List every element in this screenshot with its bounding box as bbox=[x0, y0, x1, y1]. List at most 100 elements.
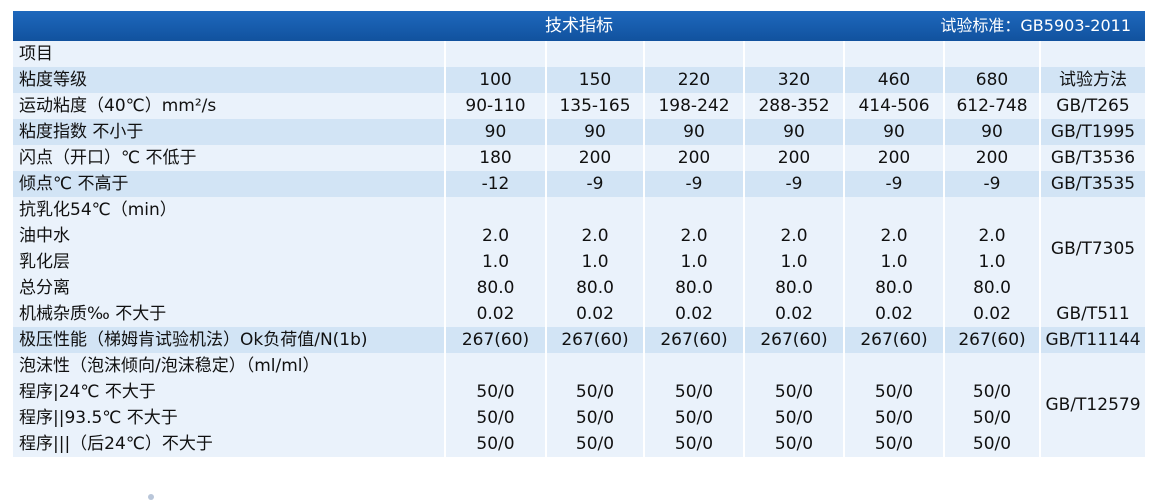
spec-table-body: 项目 粘度等级 100 150 220 320 460 680 试验方法 运动粘度（40℃）mm²… bbox=[13, 41, 1145, 457]
value-cell: 267(60) bbox=[843, 327, 944, 353]
empty-cell bbox=[545, 353, 644, 379]
row-label: 极压性能（梯姆肯试验机法）Ok负荷值/N(1b) bbox=[13, 327, 445, 353]
sub-label: 程序|||（后24℃）不大于 bbox=[13, 431, 445, 457]
demulsibility-sub-row: 总分离 80.0 80.0 80.0 80.0 80.0 80.0 bbox=[13, 275, 1145, 301]
value-cell: 0.02 bbox=[545, 301, 644, 327]
empty-cell bbox=[743, 197, 844, 223]
value-cell: 90-110 bbox=[444, 93, 546, 119]
value-cell: 90 bbox=[843, 119, 944, 145]
table-row: 粘度指数 不小于 90 90 90 90 90 90 GB/T1995 bbox=[13, 119, 1145, 145]
value-cell: 50/0 bbox=[643, 379, 744, 405]
value-cell: 220 bbox=[643, 67, 744, 93]
value-cell: 0.02 bbox=[943, 301, 1040, 327]
empty-cell bbox=[643, 353, 744, 379]
empty-cell bbox=[1039, 41, 1145, 67]
demulsibility-header-row: 抗乳化54℃（min） GB/T7305 bbox=[13, 197, 1145, 301]
empty-cell bbox=[943, 197, 1040, 223]
sub-label: 程序||93.5℃ 不大于 bbox=[13, 405, 445, 431]
value-cell: 50/0 bbox=[743, 431, 844, 457]
sub-label: 总分离 bbox=[13, 275, 445, 301]
value-cell: 1.0 bbox=[943, 249, 1040, 275]
value-cell: 267(60) bbox=[444, 327, 546, 353]
value-cell: 267(60) bbox=[743, 327, 844, 353]
demulsibility-sub-row: 油中水 2.0 2.0 2.0 2.0 2.0 2.0 bbox=[13, 223, 1145, 249]
value-cell: 1.0 bbox=[843, 249, 944, 275]
table-header-bar: 技术指标 试验标准：GB5903-2011 bbox=[13, 11, 1145, 41]
value-cell: 80.0 bbox=[444, 275, 546, 301]
row-label: 闪点（开口）℃ 不低于 bbox=[13, 145, 445, 171]
value-cell: 50/0 bbox=[743, 379, 844, 405]
extreme-pressure-row: 极压性能（梯姆肯试验机法）Ok负荷值/N(1b) 267(60) 267(60) 26… bbox=[13, 327, 1145, 353]
value-cell: -9 bbox=[843, 171, 944, 197]
value-cell: 2.0 bbox=[545, 223, 644, 249]
value-cell: 680 bbox=[943, 67, 1040, 93]
item-row: 项目 bbox=[13, 41, 1145, 67]
value-cell: 50/0 bbox=[444, 379, 546, 405]
value-cell: 180 bbox=[444, 145, 546, 171]
value-cell: 267(60) bbox=[943, 327, 1040, 353]
value-cell: 200 bbox=[643, 145, 744, 171]
empty-cell bbox=[943, 41, 1040, 67]
value-cell: 80.0 bbox=[743, 275, 844, 301]
value-cell: 100 bbox=[444, 67, 546, 93]
value-cell: 50/0 bbox=[843, 405, 944, 431]
value-cell: 2.0 bbox=[743, 223, 844, 249]
value-cell: -9 bbox=[943, 171, 1040, 197]
value-cell: 288-352 bbox=[743, 93, 844, 119]
value-cell: 1.0 bbox=[643, 249, 744, 275]
grade-row: 粘度等级 100 150 220 320 460 680 试验方法 bbox=[13, 67, 1145, 93]
empty-cell bbox=[444, 353, 546, 379]
value-cell: -9 bbox=[643, 171, 744, 197]
empty-cell bbox=[643, 41, 744, 67]
foam-sub-row: 程序||93.5℃ 不大于 50/0 50/0 50/0 50/0 50/0 50/0 bbox=[13, 405, 1145, 431]
value-cell: 1.0 bbox=[545, 249, 644, 275]
method-cell: GB/T3536 bbox=[1039, 145, 1145, 171]
value-cell: 320 bbox=[743, 67, 844, 93]
value-cell: 2.0 bbox=[643, 223, 744, 249]
value-cell: 50/0 bbox=[444, 431, 546, 457]
value-cell: 80.0 bbox=[643, 275, 744, 301]
empty-cell bbox=[545, 41, 644, 67]
foam-sub-row: 程序|||（后24℃）不大于 50/0 50/0 50/0 50/0 50/0 50/0 bbox=[13, 431, 1145, 457]
value-cell: 50/0 bbox=[943, 405, 1040, 431]
method-cell: GB/T1995 bbox=[1039, 119, 1145, 145]
value-cell: 50/0 bbox=[943, 431, 1040, 457]
value-cell: -12 bbox=[444, 171, 546, 197]
value-cell: 50/0 bbox=[643, 431, 744, 457]
value-cell: 0.02 bbox=[643, 301, 744, 327]
value-cell: 90 bbox=[943, 119, 1040, 145]
empty-cell bbox=[545, 197, 644, 223]
sub-label: 乳化层 bbox=[13, 249, 445, 275]
empty-cell bbox=[444, 41, 546, 67]
value-cell: 200 bbox=[743, 145, 844, 171]
method-cell: GB/T511 bbox=[1039, 301, 1145, 327]
method-cell: GB/T12579 bbox=[1039, 353, 1145, 457]
sub-label: 油中水 bbox=[13, 223, 445, 249]
value-cell: 198-242 bbox=[643, 93, 744, 119]
empty-cell bbox=[743, 353, 844, 379]
empty-cell bbox=[444, 197, 546, 223]
row-label: 机械杂质‰ 不大于 bbox=[13, 301, 445, 327]
table-title: 技术指标 bbox=[545, 16, 613, 36]
value-cell: 150 bbox=[545, 67, 644, 93]
group-label: 抗乳化54℃（min） bbox=[13, 197, 445, 223]
value-cell: 2.0 bbox=[943, 223, 1040, 249]
foam-header-row: 泡沫性（泡沫倾向/泡沫稳定）（ml/ml） GB/T12579 bbox=[13, 353, 1145, 457]
empty-cell bbox=[643, 197, 744, 223]
value-cell: 90 bbox=[444, 119, 546, 145]
empty-cell bbox=[843, 353, 944, 379]
spec-sheet: 技术指标 试验标准：GB5903-2011 项目 粘度等级 100 150 220 320… bbox=[13, 11, 1145, 457]
value-cell: 50/0 bbox=[643, 405, 744, 431]
value-cell: 612-748 bbox=[943, 93, 1040, 119]
method-cell: GB/T265 bbox=[1039, 93, 1145, 119]
value-cell: 0.02 bbox=[743, 301, 844, 327]
value-cell: 50/0 bbox=[943, 379, 1040, 405]
value-cell: 80.0 bbox=[943, 275, 1040, 301]
table-row: 闪点（开口）℃ 不低于 180 200 200 200 200 200 GB/T3536 bbox=[13, 145, 1145, 171]
value-cell: 1.0 bbox=[444, 249, 546, 275]
table-row: 运动粘度（40℃）mm²/s 90-110 135-165 198-242 288-35… bbox=[13, 93, 1145, 119]
method-cell: GB/T3535 bbox=[1039, 171, 1145, 197]
empty-cell bbox=[743, 41, 844, 67]
method-label: 试验方法 bbox=[1039, 67, 1145, 93]
value-cell: 267(60) bbox=[545, 327, 644, 353]
